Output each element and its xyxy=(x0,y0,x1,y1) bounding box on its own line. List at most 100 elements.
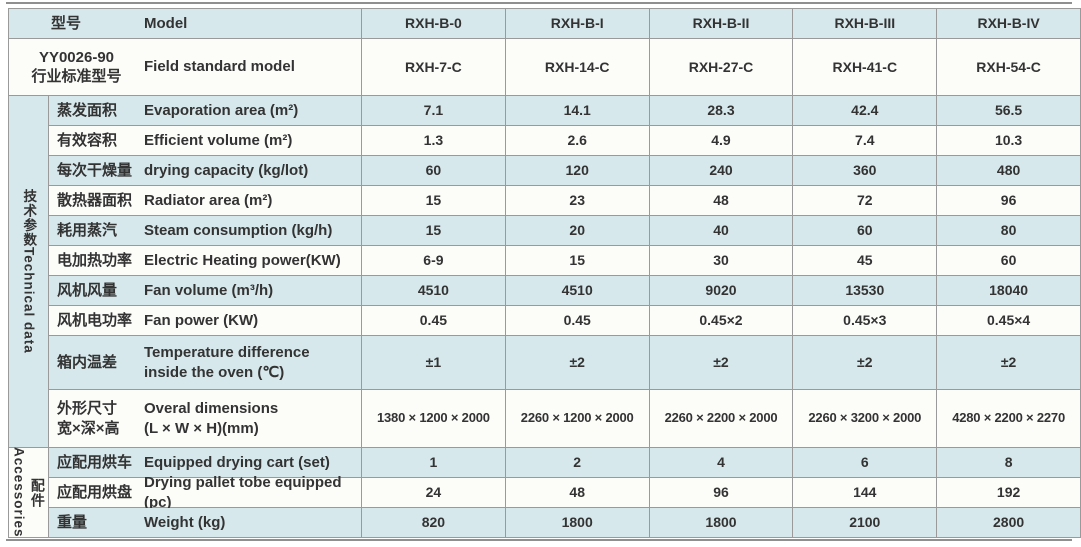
value-cell: 15 xyxy=(504,246,649,276)
value-cell: 28.3 xyxy=(648,96,793,126)
value-cell: ±2 xyxy=(504,336,649,390)
bottom-rule xyxy=(6,539,1072,541)
value-cell: 60 xyxy=(936,246,1080,276)
row-label-cn: 外形尺寸 宽×深×高 xyxy=(49,390,144,448)
row-label-en: Fan volume (m³/h) xyxy=(144,276,361,306)
standard-model-cell: RXH-7-C xyxy=(361,39,505,96)
model-name-cell: RXH-B-0 xyxy=(361,9,505,39)
value-cell: 48 xyxy=(648,186,793,216)
value-cell: ±1 xyxy=(361,336,505,390)
model-name-cell: RXH-B-III xyxy=(792,9,937,39)
value-cell: 0.45 xyxy=(504,306,649,336)
value-cell: 20 xyxy=(504,216,649,246)
row-label-en: Equipped drying cart (set) xyxy=(144,448,361,478)
value-cell: 1 xyxy=(361,448,505,478)
row-label-en: Fan power (KW) xyxy=(144,306,361,336)
value-cell: 2260 × 3200 × 2000 xyxy=(792,390,937,448)
value-cell: 80 xyxy=(936,216,1080,246)
standard-label-cn: YY0026-90 行业标准型号 xyxy=(9,39,144,96)
row-label-en: Efficient volume (m²) xyxy=(144,126,361,156)
value-cell: 48 xyxy=(504,478,649,508)
value-cell: 120 xyxy=(504,156,649,186)
value-cell: 2260 × 2200 × 2000 xyxy=(648,390,793,448)
value-cell: 360 xyxy=(792,156,937,186)
value-cell: 23 xyxy=(504,186,649,216)
value-cell: 0.45×4 xyxy=(936,306,1080,336)
model-name-cell: RXH-B-IV xyxy=(936,9,1080,39)
value-cell: 4510 xyxy=(361,276,505,306)
value-cell: ±2 xyxy=(792,336,937,390)
value-cell: 15 xyxy=(361,216,505,246)
row-label-cn: 散热器面积 xyxy=(49,186,144,216)
row-label-en: Electric Heating power(KW) xyxy=(144,246,361,276)
value-cell: 1.3 xyxy=(361,126,505,156)
value-cell: 45 xyxy=(792,246,937,276)
model-label-cn: 型号 xyxy=(9,9,144,39)
value-cell: 60 xyxy=(792,216,937,246)
row-label-cn: 风机风量 xyxy=(49,276,144,306)
standard-label-en: Field standard model xyxy=(144,39,361,96)
row-label-cn: 每次干燥量 xyxy=(49,156,144,186)
value-cell: 2100 xyxy=(792,508,937,538)
value-cell: 1800 xyxy=(648,508,793,538)
section-accessories: Accessories 配件 xyxy=(9,447,49,538)
spec-table: 型号 Model RXH-B-0 RXH-B-I RXH-B-II RXH-B-… xyxy=(8,8,1081,538)
standard-model-cell: RXH-54-C xyxy=(936,39,1080,96)
row-label-en: drying capacity (kg/lot) xyxy=(144,156,361,186)
value-cell: ±2 xyxy=(648,336,793,390)
row-label-cn: 重量 xyxy=(49,508,144,538)
accessories-vertical-label-en: Accessories xyxy=(11,447,27,538)
row-label-cn: 电加热功率 xyxy=(49,246,144,276)
value-cell: 0.45×3 xyxy=(792,306,937,336)
value-cell: 13530 xyxy=(792,276,937,306)
standard-model-cell: RXH-41-C xyxy=(792,39,937,96)
row-label-cn: 箱内温差 xyxy=(49,336,144,390)
value-cell: 2 xyxy=(504,448,649,478)
value-cell: 96 xyxy=(936,186,1080,216)
row-label-cn: 应配用烘盘 xyxy=(49,478,144,508)
value-cell: 4 xyxy=(648,448,793,478)
value-cell: 240 xyxy=(648,156,793,186)
value-cell: 480 xyxy=(936,156,1080,186)
value-cell: 4.9 xyxy=(648,126,793,156)
value-cell: 7.1 xyxy=(361,96,505,126)
value-cell: 820 xyxy=(361,508,505,538)
row-label-cn: 蒸发面积 xyxy=(49,96,144,126)
value-cell: 192 xyxy=(936,478,1080,508)
row-label-en: Weight (kg) xyxy=(144,508,361,538)
row-label-en: Steam consumption (kg/h) xyxy=(144,216,361,246)
value-cell: 4280 × 2200 × 2270 xyxy=(936,390,1080,448)
value-cell: 1800 xyxy=(504,508,649,538)
model-label-en: Model xyxy=(144,9,361,39)
standard-model-cell: RXH-14-C xyxy=(504,39,649,96)
value-cell: 18040 xyxy=(936,276,1080,306)
value-cell: 2800 xyxy=(936,508,1080,538)
value-cell: 2.6 xyxy=(504,126,649,156)
top-rule xyxy=(6,2,1072,4)
accessories-vertical-label-cn: 配件 xyxy=(29,477,46,508)
value-cell: 1380 × 1200 × 2000 xyxy=(361,390,505,448)
row-label-en: Drying pallet tobe equipped (pc) xyxy=(144,474,361,511)
value-cell: 30 xyxy=(648,246,793,276)
value-cell: 8 xyxy=(936,448,1080,478)
value-cell: 40 xyxy=(648,216,793,246)
value-cell: 0.45 xyxy=(361,306,505,336)
value-cell: 144 xyxy=(792,478,937,508)
value-cell: 0.45×2 xyxy=(648,306,793,336)
value-cell: 72 xyxy=(792,186,937,216)
value-cell: 60 xyxy=(361,156,505,186)
section-technical-data: 技术参数Technical data xyxy=(9,96,49,448)
value-cell: 24 xyxy=(361,478,505,508)
value-cell: ±2 xyxy=(936,336,1080,390)
row-label-en: Evaporation area (m²) xyxy=(144,96,361,126)
value-cell: 10.3 xyxy=(936,126,1080,156)
row-label-cn: 耗用蒸汽 xyxy=(49,216,144,246)
value-cell: 7.4 xyxy=(792,126,937,156)
standard-model-cell: RXH-27-C xyxy=(648,39,793,96)
row-label-en: Overal dimensions (L × W × H)(mm) xyxy=(144,390,361,448)
value-cell: 2260 × 1200 × 2000 xyxy=(504,390,649,448)
row-label-en: Radiator area (m²) xyxy=(144,186,361,216)
value-cell: 6 xyxy=(792,448,937,478)
value-cell: 9020 xyxy=(648,276,793,306)
